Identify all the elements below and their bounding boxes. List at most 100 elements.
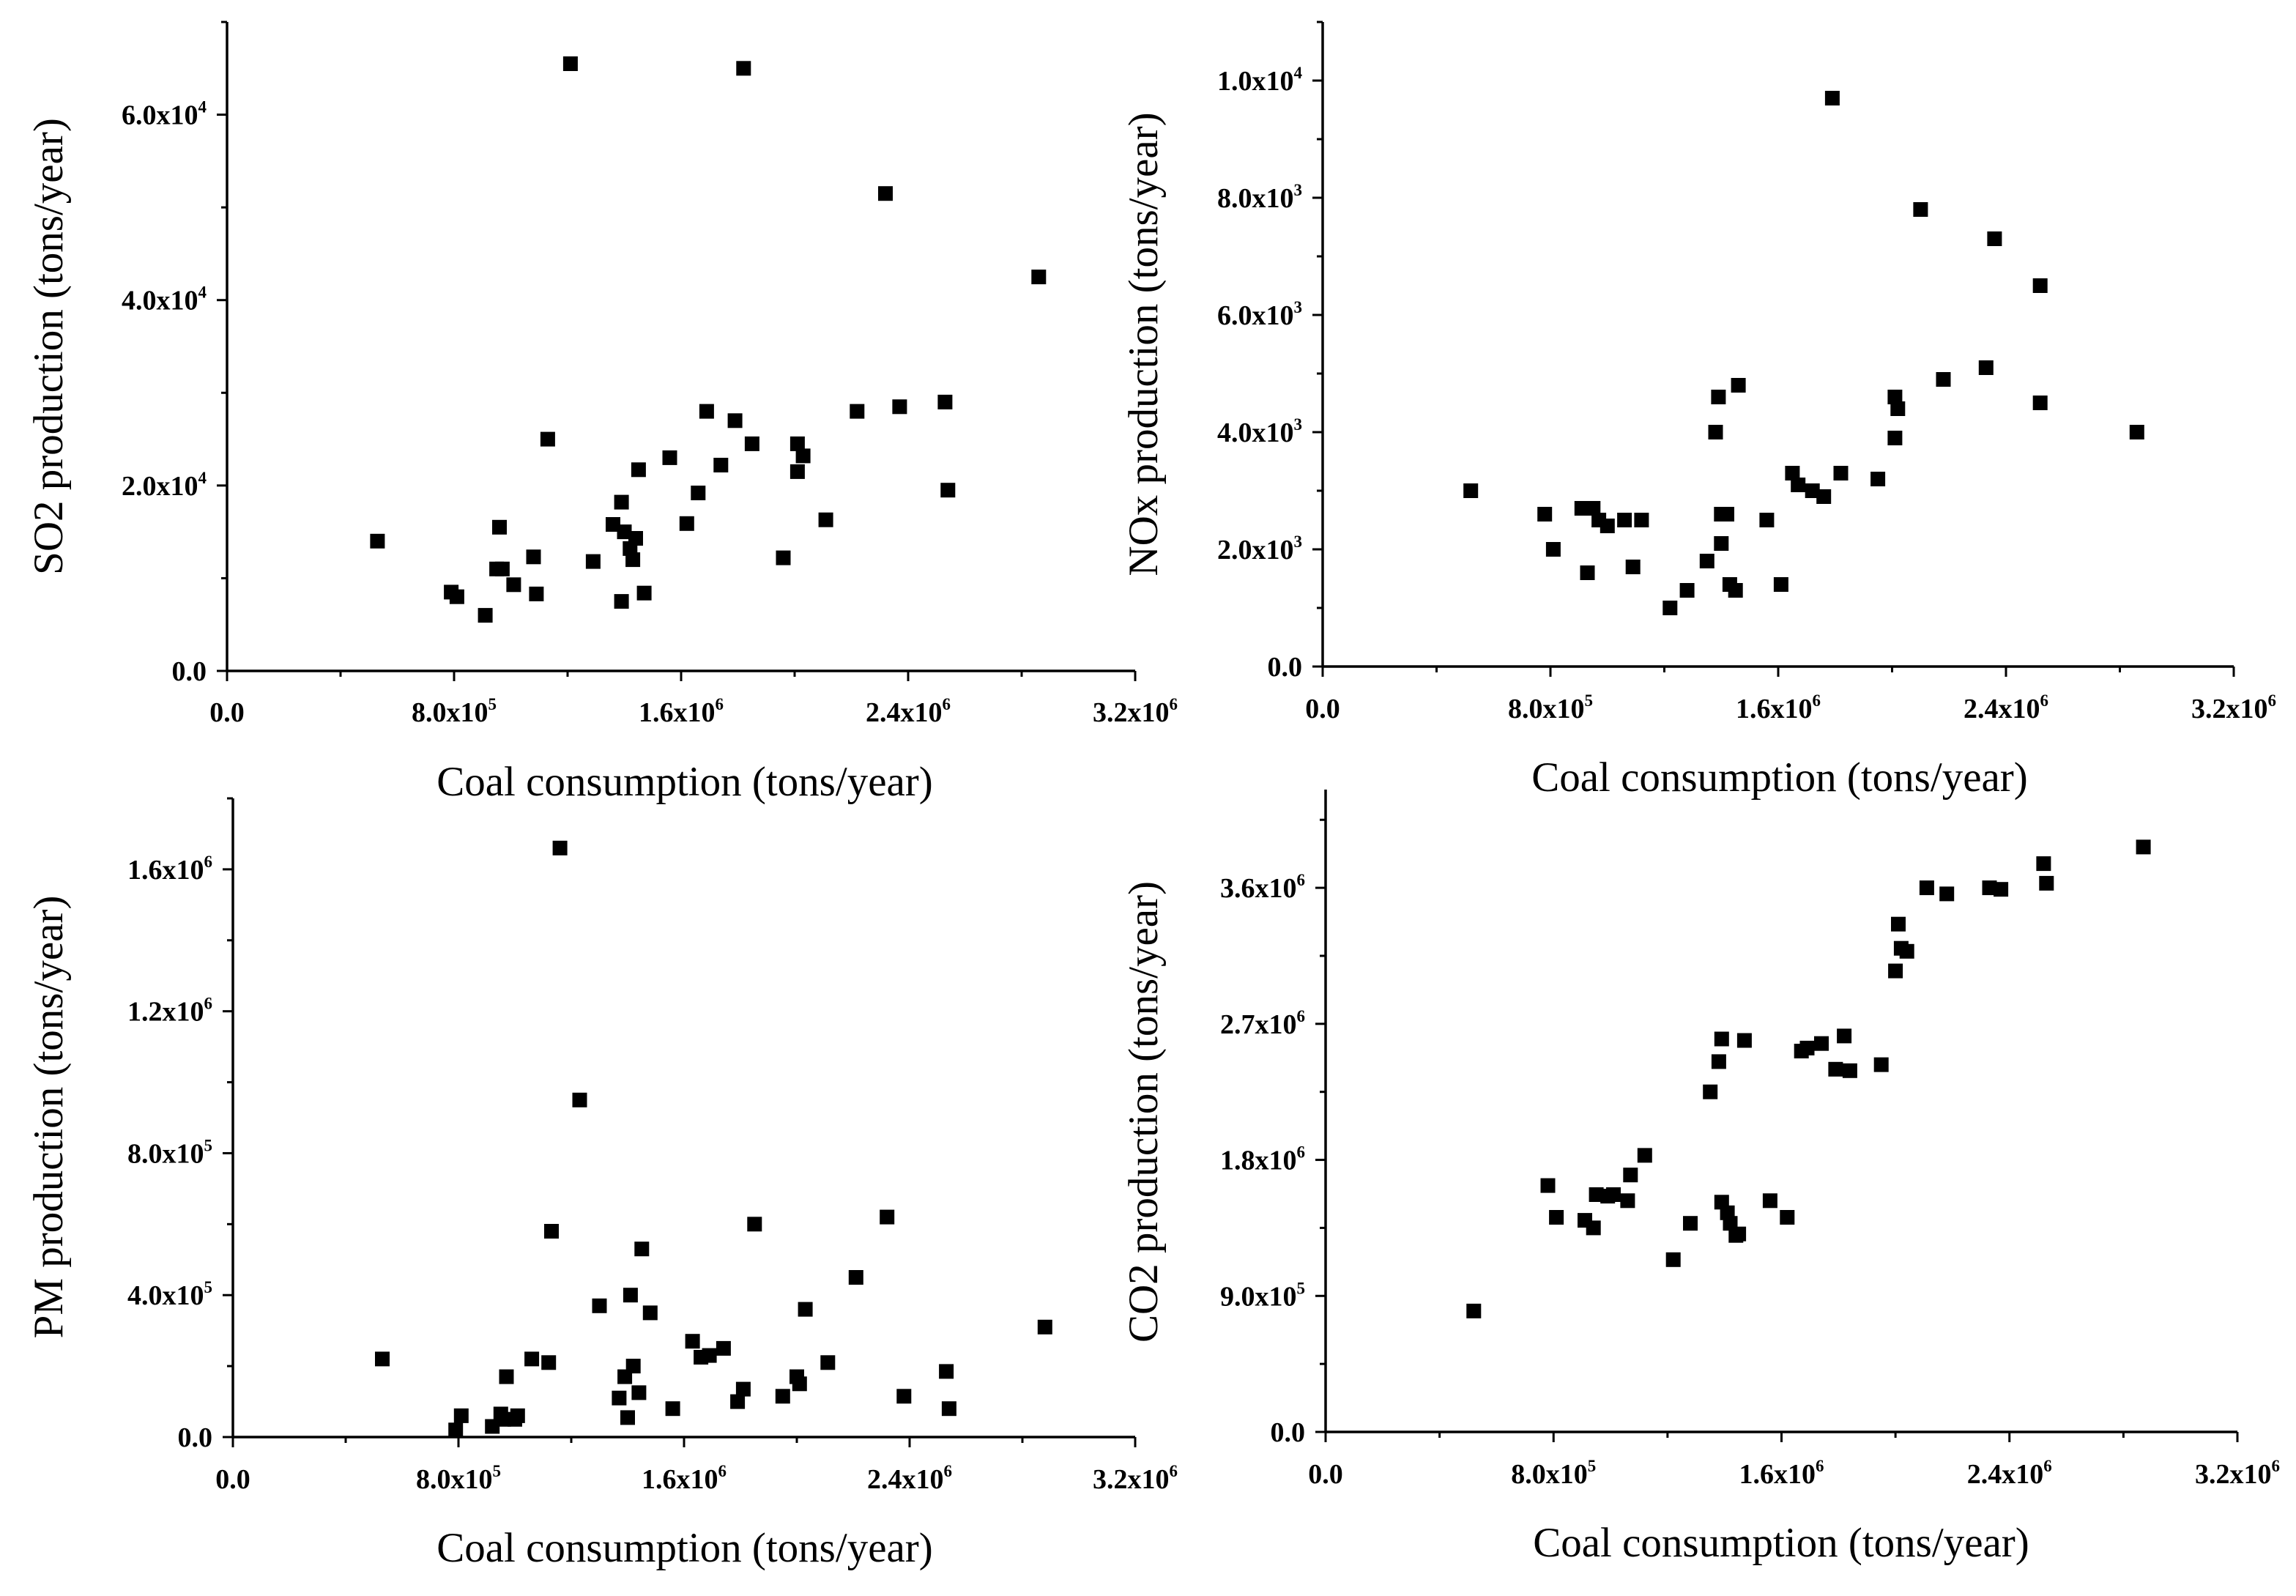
so2-data-point (492, 519, 507, 535)
nox-x-tick-label-mantissa: 8.0x10 (1508, 694, 1585, 724)
so2-data-point (744, 436, 759, 451)
so2-data-point (494, 561, 510, 576)
so2-data-point (937, 394, 953, 409)
nox-data-point (1580, 565, 1595, 580)
co2-x-tick-label: 2.4x106 (1967, 1457, 2052, 1490)
so2-x-tick-label: 0.0 (209, 697, 245, 728)
nox-data-point (1708, 425, 1723, 439)
so2-data-point (478, 608, 493, 623)
co2-x-tick-label: 3.2x106 (2195, 1457, 2280, 1490)
pm-y-tick-label-mantissa: 0.0 (178, 1422, 213, 1453)
nox-data-point (1600, 519, 1615, 533)
nox-x-tick-label: 1.6x106 (1736, 691, 1821, 724)
pm-y-tick-label: 4.0x105 (127, 1278, 212, 1311)
nox-x-tick-label: 3.2x106 (2191, 691, 2276, 724)
pm-data-point (510, 1408, 525, 1423)
pm-y-tick-label: 8.0x105 (127, 1136, 212, 1169)
nox-x-tick-label: 0.0 (1305, 694, 1340, 724)
nox-x-tick-label-mantissa: 3.2x10 (2191, 694, 2268, 724)
pm-data-point (642, 1305, 658, 1321)
co2-chart-panel: 0.0 8.0x105 1.6x106 2.4x106 3.2x1060.09.0x10… (1121, 790, 2280, 1566)
so2-data-point (850, 404, 865, 419)
pm-y-tick-label: 0.0 (178, 1422, 213, 1453)
co2-data-point (1606, 1187, 1621, 1202)
nox-data-point (1625, 560, 1641, 574)
pm-x-tick-label-mantissa: 2.4x10 (867, 1464, 944, 1495)
pm-x-tick-label-exponent: 6 (718, 1462, 727, 1480)
so2-data-point (790, 464, 805, 479)
so2-data-point (628, 531, 643, 546)
pm-data-point (541, 1355, 557, 1370)
co2-y-tick-label: 0.0 (1271, 1417, 1306, 1448)
nox-x-tick-label-exponent: 6 (2040, 691, 2049, 710)
so2-data-point (1031, 270, 1047, 285)
nox-data-point (1773, 577, 1788, 592)
so2-data-point (529, 586, 544, 601)
pm-y-tick-label-mantissa: 4.0x10 (127, 1280, 204, 1311)
pm-x-tick-label-mantissa: 3.2x10 (1093, 1464, 1170, 1495)
nox-x-tick-label: 8.0x105 (1508, 691, 1593, 724)
nox-data-point (1936, 372, 1951, 387)
nox-data-point (1833, 466, 1849, 480)
nox-y-tick-label-exponent: 3 (1294, 415, 1303, 434)
so2-data-point (727, 413, 743, 428)
so2-data-point (691, 486, 706, 500)
co2-data-point (1939, 886, 1955, 902)
pm-data-point (792, 1376, 807, 1392)
nox-data-point (1791, 478, 1806, 492)
co2-data-point (1540, 1178, 1556, 1193)
pm-data-point (941, 1401, 956, 1417)
so2-x-axis-title: Coal consumption (tons/year) (436, 759, 933, 805)
so2-y-tick-label: 6.0x104 (122, 98, 207, 131)
pm-data-point (735, 1381, 751, 1397)
pm-data-point (572, 1092, 587, 1107)
nox-data-point (1545, 542, 1561, 557)
co2-data-point (1589, 1187, 1604, 1202)
co2-x-tick-label-exponent: 6 (2043, 1457, 2052, 1475)
so2-data-point (617, 524, 632, 540)
so2-data-point (636, 585, 652, 601)
co2-data-point (1762, 1193, 1777, 1209)
nox-data-point (1586, 501, 1601, 516)
nox-y-tick-label-exponent: 4 (1294, 64, 1303, 82)
pm-data-point (747, 1217, 762, 1232)
nox-y-tick-label-exponent: 3 (1294, 298, 1303, 316)
so2-data-point (818, 512, 833, 527)
nox-data-point (1805, 483, 1820, 498)
nox-y-tick-label-mantissa: 1.0x10 (1217, 66, 1294, 97)
so2-data-point (449, 589, 464, 604)
pm-x-tick-label: 0.0 (215, 1464, 250, 1495)
co2-data-point (1731, 1226, 1747, 1241)
pm-data-point (485, 1419, 500, 1434)
co2-data-point (1837, 1028, 1852, 1044)
pm-points (375, 840, 1052, 1438)
so2-data-point (795, 448, 811, 464)
pm-data-point (1037, 1319, 1052, 1335)
co2-data-point (2039, 875, 2054, 891)
pm-data-point (702, 1348, 717, 1363)
so2-data-point (614, 594, 629, 609)
so2-x-tick-label-mantissa: 0.0 (209, 697, 245, 728)
pm-data-point (665, 1401, 680, 1417)
so2-data-point (585, 554, 601, 569)
nox-y-tick-label: 4.0x103 (1217, 415, 1302, 448)
pm-data-point (453, 1408, 469, 1423)
pm-x-tick-label: 1.6x106 (642, 1462, 727, 1495)
so2-y-tick-label-exponent: 4 (198, 283, 207, 302)
nox-data-point (1890, 401, 1906, 416)
nox-data-point (1887, 431, 1903, 445)
co2-data-point (1842, 1063, 1857, 1078)
so2-y-tick-label-mantissa: 4.0x10 (122, 286, 198, 316)
co2-data-point (1780, 1210, 1795, 1225)
nox-data-point (1634, 513, 1649, 527)
nox-data-point (1731, 378, 1746, 393)
co2-y-tick-label-mantissa: 0.0 (1271, 1417, 1306, 1448)
co2-data-point (1703, 1084, 1718, 1099)
so2-x-tick-label-exponent: 6 (716, 695, 724, 713)
pm-data-point (524, 1351, 540, 1367)
co2-data-point (1683, 1216, 1698, 1231)
so2-x-tick-label-mantissa: 2.4x10 (866, 697, 943, 728)
co2-x-tick-label-exponent: 6 (2272, 1457, 2281, 1475)
